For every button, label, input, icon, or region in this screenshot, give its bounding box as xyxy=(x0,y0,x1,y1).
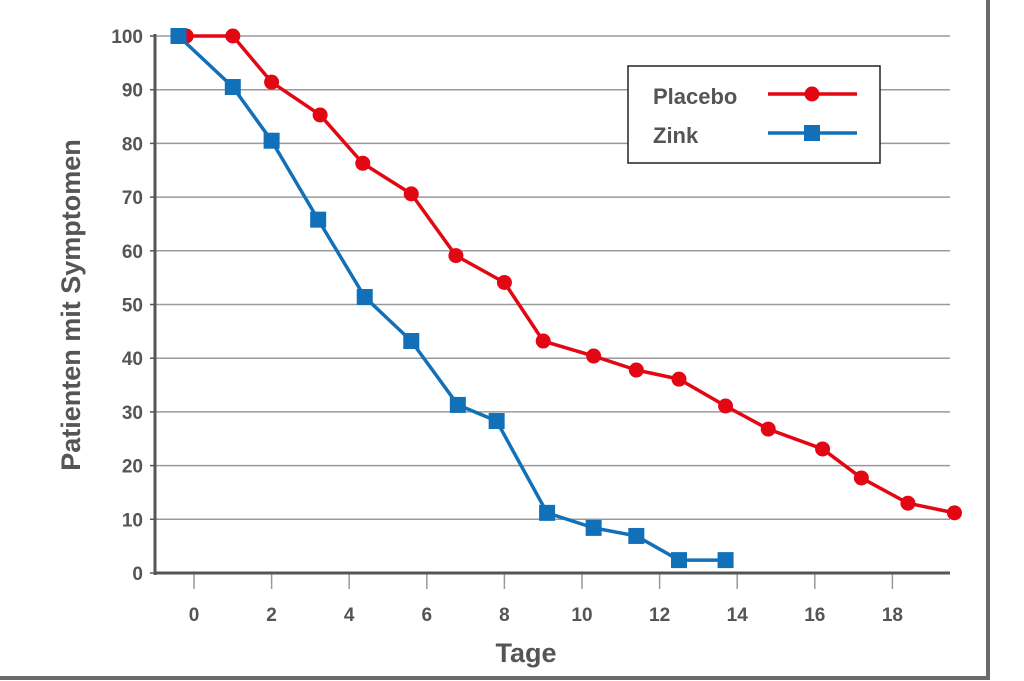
x-tick-label: 12 xyxy=(649,605,670,626)
data-point-zink xyxy=(403,333,420,350)
data-point-placebo xyxy=(312,107,328,123)
data-point-zink xyxy=(263,132,280,149)
y-tick-label: 20 xyxy=(122,457,143,478)
data-point-zink xyxy=(671,552,687,569)
data-point-zink xyxy=(170,28,187,44)
data-point-placebo xyxy=(853,470,869,486)
data-point-placebo xyxy=(718,398,734,414)
data-point-zink xyxy=(356,288,373,305)
data-point-placebo xyxy=(448,248,464,264)
data-point-placebo xyxy=(586,348,602,364)
x-tick-label: 8 xyxy=(499,605,510,626)
x-tick-label: 6 xyxy=(422,605,433,626)
data-point-zink xyxy=(628,527,645,544)
y-tick-label: 40 xyxy=(122,349,143,370)
y-tick-label: 30 xyxy=(122,403,143,424)
data-point-zink xyxy=(224,79,241,96)
y-tick-label: 10 xyxy=(122,510,143,531)
data-point-zink xyxy=(449,396,466,413)
chart-frame xyxy=(0,0,990,680)
data-point-placebo xyxy=(496,274,512,290)
x-tick-label: 16 xyxy=(804,605,825,626)
y-tick-label: 80 xyxy=(122,134,143,155)
y-axis-label: Patienten mit Symptomen xyxy=(56,139,86,471)
data-point-zink xyxy=(539,504,556,521)
data-point-placebo xyxy=(403,186,419,202)
x-tick-label: 0 xyxy=(189,605,200,626)
data-point-zink xyxy=(310,211,327,228)
legend-marker-zink xyxy=(804,125,820,141)
data-point-placebo xyxy=(225,28,241,44)
data-point-placebo xyxy=(355,155,371,171)
data-point-placebo xyxy=(264,74,280,90)
data-point-placebo xyxy=(535,333,551,349)
y-tick-label: 50 xyxy=(122,296,143,317)
y-tick-label: 90 xyxy=(122,81,143,102)
legend-label-placebo: Placebo xyxy=(653,84,737,109)
data-point-placebo xyxy=(760,421,776,437)
legend: Placebo Zink xyxy=(627,65,881,164)
data-point-zink xyxy=(717,552,734,569)
x-tick-label: 4 xyxy=(344,605,355,626)
y-tick-label: 0 xyxy=(132,564,143,585)
x-tick-label: 2 xyxy=(266,605,277,626)
data-point-placebo xyxy=(815,441,831,457)
x-tick-label: 18 xyxy=(882,605,903,626)
series-line-placebo xyxy=(186,34,955,515)
legend-label-zink: Zink xyxy=(653,123,699,148)
x-tick-label: 10 xyxy=(571,605,592,626)
data-point-placebo xyxy=(946,505,962,521)
data-point-zink xyxy=(585,519,602,536)
data-point-zink xyxy=(488,413,505,430)
y-tick-label: 100 xyxy=(111,27,143,48)
legend-box xyxy=(627,65,881,164)
y-tick-label: 60 xyxy=(122,242,143,263)
data-point-placebo xyxy=(628,362,644,378)
y-tick-label: 70 xyxy=(122,188,143,209)
x-axis-label: Tage xyxy=(495,638,556,668)
x-tick-label: 14 xyxy=(727,605,749,626)
legend-marker-placebo xyxy=(804,86,820,102)
data-point-placebo xyxy=(671,371,687,387)
data-point-placebo xyxy=(900,495,916,511)
